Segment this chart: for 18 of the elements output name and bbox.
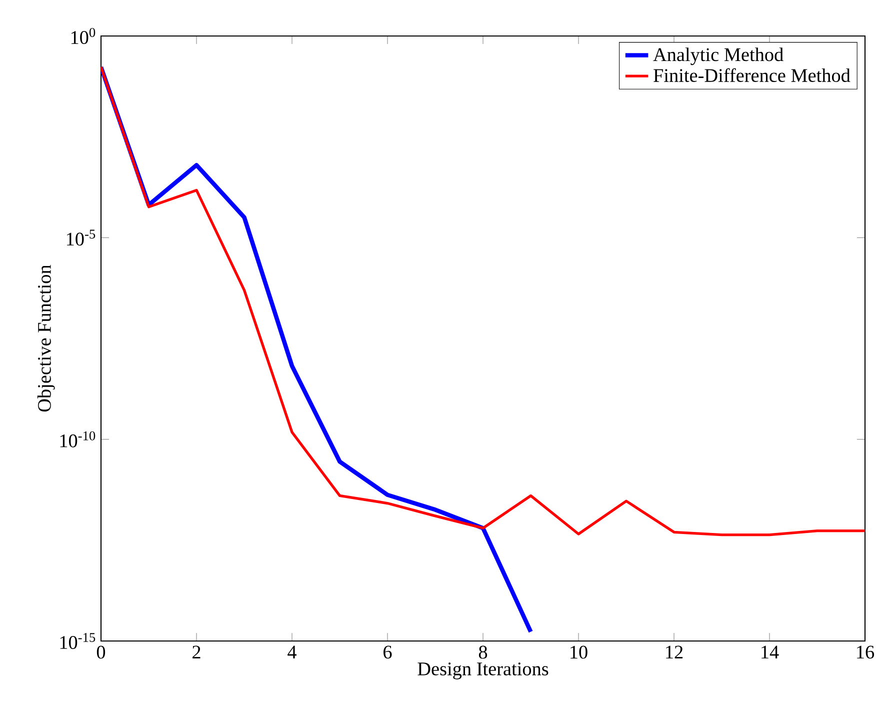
- y-tick-label: 10$^{-15}$: [60, 633, 96, 649]
- x-tick-label: 2: [192, 646, 200, 658]
- y-tick-label: 10$^{-5}$: [67, 230, 96, 246]
- x-tick-label: 6: [384, 646, 392, 659]
- y-tick-label: 10$^{0}$: [71, 28, 96, 44]
- x-tick-label: 16: [857, 646, 874, 659]
- x-tick-label: 14: [762, 646, 779, 658]
- x-tick-label: 12: [666, 646, 683, 658]
- legend-label: Analytic Method: [653, 48, 784, 66]
- y-tick-label: 10$^{-10}$: [60, 431, 96, 448]
- x-tick-label: 8: [478, 646, 488, 659]
- y-axis-title: Objective Function: [37, 264, 55, 412]
- line-series: [101, 66, 866, 536]
- x-tick-label: 0: [96, 646, 106, 659]
- x-tick-label: 10: [570, 646, 588, 659]
- legend-label: Finite-Difference Method: [654, 68, 850, 82]
- x-tick-label: 4: [288, 646, 297, 658]
- x-axis-title: Design Iterations: [418, 662, 548, 680]
